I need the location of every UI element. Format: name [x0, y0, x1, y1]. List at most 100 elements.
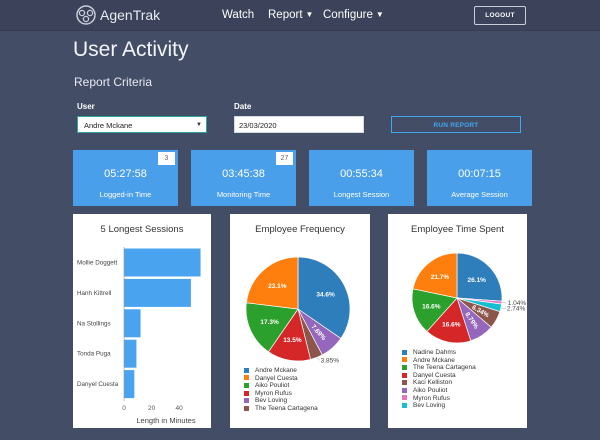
legend-label: Danyel Cuesta [255, 374, 298, 382]
stat-longest-session: 00:55:34 Longest Session [309, 150, 414, 206]
x-tick-label: 0 [122, 405, 126, 412]
chevron-down-icon: ▼ [375, 10, 384, 19]
stat-badge: 3 [158, 152, 175, 165]
chevron-down-icon: ▼ [305, 10, 314, 19]
legend-swatch [244, 382, 249, 388]
slice-label: 2.74% [507, 306, 526, 313]
slice-label: 13.5% [283, 337, 302, 344]
x-tick-label: 40 [176, 405, 184, 412]
page-title: User Activity [73, 38, 189, 61]
legend-item[interactable]: Kaci Kelliston [402, 379, 476, 387]
category-label: Na Stollings [77, 320, 111, 327]
pie-slice[interactable] [456, 252, 503, 302]
stat-value: 00:55:34 [340, 168, 383, 180]
slice-label: 1.04% [508, 300, 527, 307]
legend-item[interactable]: Bev Loving [402, 402, 476, 410]
slice-label: 17.3% [260, 319, 279, 326]
agentrak-logo-icon[interactable] [74, 4, 98, 26]
legend-label: Bev Loving [255, 397, 288, 405]
category-label: Tonda Puga [77, 351, 111, 358]
bar[interactable] [124, 278, 191, 307]
legend-label: Aiko Pouliot [413, 386, 448, 394]
bar[interactable] [124, 339, 137, 368]
run-report-button[interactable]: RUN REPORT [391, 116, 521, 133]
stat-label: Monitoring Time [216, 190, 271, 199]
longest-sessions-card: 5 Longest Sessions Mollie Doggett Hanh Ki… [73, 214, 211, 428]
nav-watch[interactable]: Watch [222, 9, 254, 21]
legend-label: Andre Mckane [413, 356, 455, 364]
legend-item[interactable]: Aiko Pouliot [402, 387, 476, 395]
pie-slice[interactable] [412, 252, 458, 299]
legend-swatch [402, 380, 407, 386]
employee-frequency-chart: 34.6%7.69%3.85%13.5%17.3%23.1% [245, 256, 351, 364]
legend-label: The Teena Cartagena [413, 364, 476, 372]
stat-average-session: 00:07:15 Average Session [427, 150, 532, 206]
legend-swatch [402, 395, 407, 401]
stat-logged-in-time: 3 05:27:58 Logged-in Time [73, 150, 178, 206]
pie-slice[interactable] [411, 288, 458, 332]
pie-slice[interactable] [426, 297, 472, 344]
bar[interactable] [124, 248, 201, 277]
legend-item[interactable]: Aiko Pouliot [244, 382, 318, 390]
legend-label: The Teena Cartagena [255, 404, 318, 412]
nav-watch-label: Watch [222, 9, 255, 21]
legend-swatch [402, 372, 407, 378]
pie-slice[interactable] [245, 302, 299, 353]
user-label: User [77, 102, 95, 111]
slice-label: 26.1% [468, 277, 487, 284]
slice-label: 21.7% [431, 274, 450, 281]
category-label: Mollie Doggett [77, 260, 118, 267]
stat-label: Logged-in Time [99, 190, 152, 199]
nav-configure-label: Configure [323, 9, 373, 21]
legend-item[interactable]: Andre Mckane [244, 367, 318, 375]
brand-name[interactable]: AgenTrak [100, 7, 161, 23]
slice-label: 3.85% [321, 357, 340, 364]
select-caret-icon: ▼ [196, 122, 202, 128]
employee-time-spent-chart: 26.1%1.04%2.74%6.34%8.79%16.6%16.6%21.7% [411, 252, 527, 344]
legend-label: Kaci Kelliston [413, 379, 453, 387]
employee-frequency-card: Employee Frequency 34.6% 7.69% 3.85% 13.5% 1… [230, 214, 370, 428]
legend-item[interactable]: The Teena Cartagena [244, 405, 318, 413]
chart-title: 5 Longest Sessions [100, 224, 184, 235]
category-label: Hanh Kittrell [77, 290, 111, 297]
slice-label: 34.6% [316, 292, 335, 299]
legend-item[interactable]: Danyel Cuesta [244, 375, 318, 383]
stat-value: 05:27:58 [104, 168, 147, 180]
pie-slice[interactable] [297, 256, 351, 339]
pie-slice[interactable] [245, 256, 299, 310]
user-select[interactable]: Andre Mckane ▼ [77, 116, 207, 133]
date-input[interactable]: 23/03/2020 [234, 116, 364, 133]
legend-item[interactable]: Bev Loving [244, 397, 318, 405]
legend-swatch [244, 375, 249, 381]
legend-swatch [402, 364, 407, 370]
x-tick-label: 20 [148, 405, 156, 412]
legend-item[interactable]: The Teena Cartagena [402, 364, 476, 372]
slice-leader-line [500, 307, 506, 309]
nav-configure[interactable]: Configure ▼ [323, 9, 384, 21]
bar[interactable] [124, 370, 135, 399]
x-axis-label: Length in Minutes [136, 416, 195, 425]
legend-item[interactable]: Danyel Cuesta [402, 372, 476, 380]
stat-label: Longest Session [333, 190, 390, 199]
slice-label: 16.6% [422, 304, 441, 311]
legend-item[interactable]: Myron Rufus [402, 395, 476, 403]
legend-swatch [402, 349, 407, 355]
legend-item[interactable]: Andre Mckane [402, 357, 476, 365]
legend-label: Aiko Pouliot [255, 382, 290, 390]
legend-swatch [244, 398, 249, 404]
legend-label: Andre Mckane [255, 367, 297, 374]
employee-time-spent-card: Employee Time Spent 26.1% 1.04% 2.74% 6.34%… [388, 214, 527, 428]
user-select-value: Andre Mckane [84, 121, 133, 130]
legend-label: Myron Rufus [413, 394, 450, 402]
bar[interactable] [124, 309, 141, 338]
legend-item[interactable]: Nadine Dahms [402, 349, 476, 357]
logout-button[interactable]: LOGOUT [474, 6, 526, 25]
nav-report[interactable]: Report ▼ [268, 9, 313, 21]
top-navbar: AgenTrak Watch Report ▼ Configure ▼ LOGOUT [0, 0, 600, 31]
stat-monitoring-time: 27 03:45:38 Monitoring Time [191, 150, 296, 206]
legend-label: Danyel Cuesta [413, 371, 456, 379]
legend-item[interactable]: Myron Rufus [244, 390, 318, 398]
category-label: Danyel Cuesta [77, 381, 119, 388]
slice-label: 16.6% [442, 322, 461, 329]
legend-swatch [402, 402, 407, 408]
